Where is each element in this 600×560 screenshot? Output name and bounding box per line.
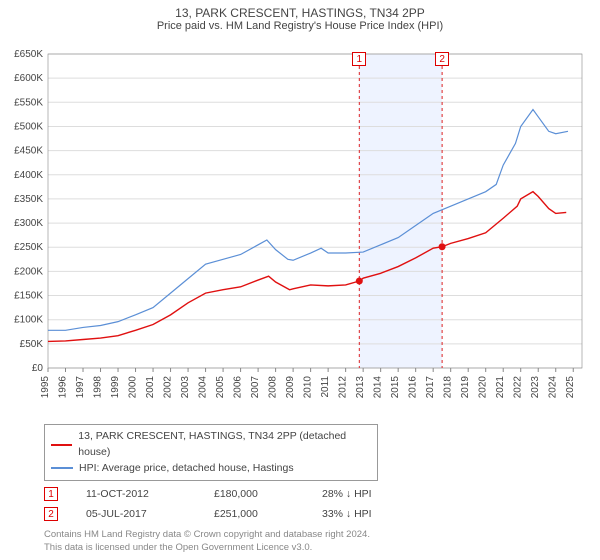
svg-text:£450K: £450K — [14, 146, 43, 157]
sale-diff: 28% ↓ HPI — [322, 488, 372, 500]
svg-text:1998: 1998 — [93, 376, 104, 399]
legend-label: 13, PARK CRESCENT, HASTINGS, TN34 2PP (d… — [78, 429, 371, 461]
svg-text:1997: 1997 — [75, 376, 86, 399]
svg-text:2005: 2005 — [215, 376, 226, 399]
svg-text:£100K: £100K — [14, 315, 43, 326]
svg-text:£600K: £600K — [14, 73, 43, 84]
svg-text:2008: 2008 — [268, 376, 279, 399]
svg-text:£200K: £200K — [14, 266, 43, 277]
sale-date: 11-OCT-2012 — [86, 488, 186, 500]
svg-text:£550K: £550K — [14, 97, 43, 108]
legend-item-hpi: HPI: Average price, detached house, Hast… — [51, 461, 371, 477]
svg-text:£650K: £650K — [14, 49, 43, 60]
legend-swatch — [51, 467, 73, 469]
svg-text:2025: 2025 — [565, 376, 576, 399]
sale-diff: 33% ↓ HPI — [322, 508, 372, 520]
svg-text:2022: 2022 — [513, 376, 524, 399]
chart-sale-marker-icon: 1 — [352, 52, 366, 66]
legend: 13, PARK CRESCENT, HASTINGS, TN34 2PP (d… — [44, 424, 378, 481]
svg-text:2004: 2004 — [198, 376, 209, 399]
price-chart: £0 £50K £100K £150K £200K £250K £300K £350K £400… — [4, 38, 596, 418]
sale-price: £251,000 — [214, 508, 294, 520]
legend-swatch — [51, 444, 72, 446]
svg-text:2011: 2011 — [320, 376, 331, 398]
svg-text:£350K: £350K — [14, 194, 43, 205]
svg-text:2013: 2013 — [355, 376, 366, 399]
svg-text:2010: 2010 — [303, 376, 314, 399]
svg-text:£0: £0 — [32, 363, 44, 374]
chart-svg: £0 £50K £100K £150K £200K £250K £300K £350K £400… — [4, 38, 596, 418]
sale-date: 05-JUL-2017 — [86, 508, 186, 520]
svg-text:2006: 2006 — [233, 376, 244, 399]
page-title: 13, PARK CRESCENT, HASTINGS, TN34 2PP — [4, 6, 596, 20]
chart-sale-marker-icon: 2 — [435, 52, 449, 66]
legend-label: HPI: Average price, detached house, Hast… — [79, 461, 294, 477]
svg-text:2023: 2023 — [530, 376, 541, 399]
license-text: Contains HM Land Registry data © Crown c… — [44, 529, 596, 554]
svg-text:1995: 1995 — [40, 376, 51, 399]
sale-row: 2 05-JUL-2017 £251,000 33% ↓ HPI — [44, 507, 596, 521]
svg-text:2000: 2000 — [128, 376, 139, 399]
svg-text:£150K: £150K — [14, 291, 43, 302]
svg-text:2021: 2021 — [495, 376, 506, 399]
svg-text:2019: 2019 — [460, 376, 471, 399]
svg-text:2002: 2002 — [163, 376, 174, 399]
svg-text:2024: 2024 — [548, 376, 559, 399]
svg-text:£250K: £250K — [14, 242, 43, 253]
license-line: This data is licensed under the Open Gov… — [44, 542, 596, 554]
svg-text:2003: 2003 — [180, 376, 191, 399]
svg-text:2020: 2020 — [478, 376, 489, 399]
sale-marker-icon: 2 — [44, 507, 58, 521]
svg-text:2017: 2017 — [425, 376, 436, 399]
svg-text:2016: 2016 — [408, 376, 419, 399]
svg-text:£400K: £400K — [14, 170, 43, 181]
svg-text:£500K: £500K — [14, 121, 43, 132]
sale-marker-icon: 1 — [44, 487, 58, 501]
svg-text:£300K: £300K — [14, 218, 43, 229]
svg-text:2015: 2015 — [390, 376, 401, 399]
svg-text:2018: 2018 — [443, 376, 454, 399]
sale-price: £180,000 — [214, 488, 294, 500]
svg-text:2014: 2014 — [373, 376, 384, 399]
license-line: Contains HM Land Registry data © Crown c… — [44, 529, 596, 541]
svg-text:2009: 2009 — [285, 376, 296, 399]
sale-row: 1 11-OCT-2012 £180,000 28% ↓ HPI — [44, 487, 596, 501]
svg-text:2012: 2012 — [338, 376, 349, 399]
svg-text:2007: 2007 — [250, 376, 261, 399]
svg-text:2001: 2001 — [145, 376, 156, 399]
svg-text:1999: 1999 — [110, 376, 121, 399]
svg-text:£50K: £50K — [20, 339, 44, 350]
svg-text:1996: 1996 — [58, 376, 69, 399]
page-subtitle: Price paid vs. HM Land Registry's House … — [4, 20, 596, 32]
legend-item-property: 13, PARK CRESCENT, HASTINGS, TN34 2PP (d… — [51, 429, 371, 461]
